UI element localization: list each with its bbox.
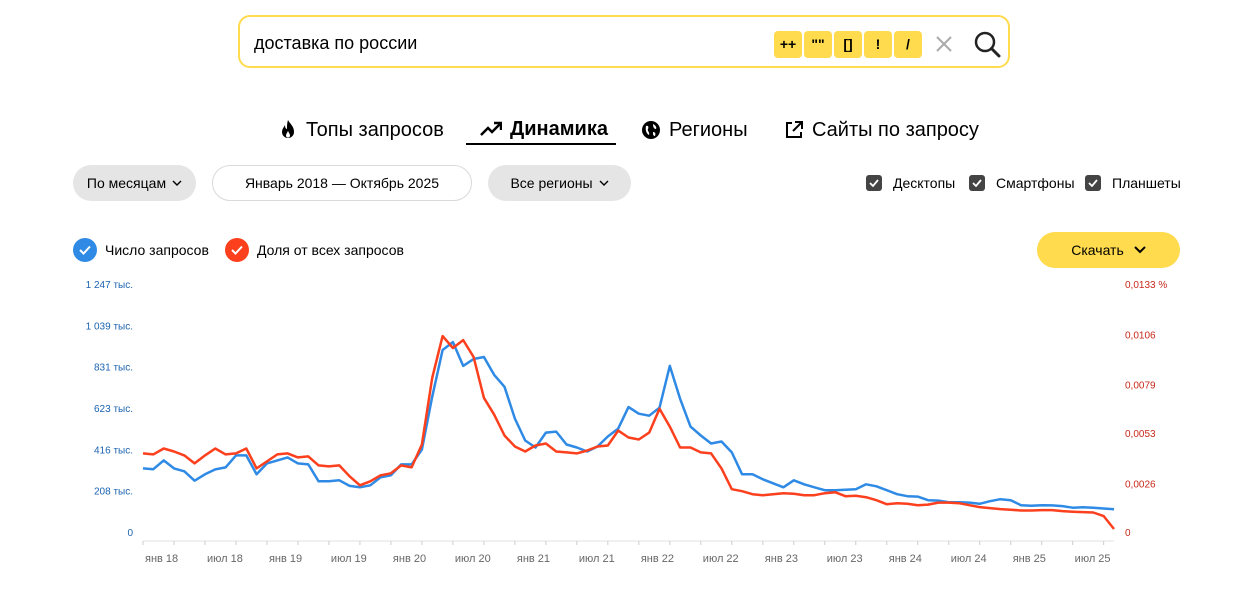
- download-label: Скачать: [1071, 242, 1124, 258]
- tab-label: Динамика: [510, 117, 608, 140]
- tab-label: Сайты по запросу: [812, 118, 979, 141]
- search-icon[interactable]: [973, 30, 1001, 58]
- x-tick-label: янв 18: [145, 553, 178, 565]
- x-tick-label: июл 22: [703, 553, 739, 565]
- legend-share-toggle[interactable]: Доля от всех запросов: [225, 237, 404, 263]
- download-button[interactable]: Скачать: [1037, 232, 1180, 268]
- regions-select[interactable]: Все регионы: [488, 165, 631, 201]
- x-tick-label: янв 23: [765, 553, 798, 565]
- tab-dynamics[interactable]: Динамика: [466, 115, 616, 145]
- x-tick-label: июл 20: [455, 553, 491, 565]
- y-right-tick-label: 0,0026: [1125, 480, 1156, 491]
- y-left-tick-label: 1 039 тыс.: [86, 321, 133, 332]
- y-left-tick-label: 0: [127, 528, 133, 539]
- chevron-down-icon: [599, 180, 609, 186]
- smartphones-checkbox[interactable]: Смартфоны: [969, 174, 1075, 192]
- operator-plus-button[interactable]: ++: [774, 31, 802, 58]
- x-tick-label: янв 21: [517, 553, 550, 565]
- operator-exclamation-button[interactable]: !: [864, 31, 892, 58]
- regions-label: Все регионы: [510, 175, 593, 191]
- x-tick-label: июл 18: [207, 553, 243, 565]
- checkbox-label: Десктопы: [893, 175, 956, 191]
- operator-brackets-button[interactable]: []: [834, 31, 862, 58]
- external-link-icon: [786, 121, 803, 138]
- desktop-checkbox[interactable]: Десктопы: [866, 174, 955, 192]
- tab-label: Регионы: [669, 118, 748, 141]
- period-label: По месяцам: [86, 175, 167, 191]
- tab-sites[interactable]: Сайты по запросу: [784, 115, 979, 145]
- legend-count-toggle[interactable]: Число запросов: [73, 237, 209, 263]
- x-tick-label: янв 22: [641, 553, 674, 565]
- y-right-tick-label: 0,0106: [1125, 330, 1156, 341]
- date-range-label: Январь 2018 — Октябрь 2025: [244, 175, 440, 191]
- tablets-checkbox[interactable]: Планшеты: [1085, 174, 1181, 192]
- tab-top-queries[interactable]: Топы запросов: [278, 115, 444, 145]
- legend-label: Доля от всех запросов: [257, 242, 404, 258]
- tab-regions[interactable]: Регионы: [641, 115, 748, 145]
- x-tick-label: июл 19: [331, 553, 367, 565]
- checkmark-icon: [73, 238, 97, 262]
- series-count-line[interactable]: [142, 340, 1115, 511]
- y-left-tick-label: 831 тыс.: [94, 363, 133, 374]
- globe-icon: [642, 121, 660, 139]
- x-tick-label: июл 23: [827, 553, 863, 565]
- y-left-tick-label: 623 тыс.: [94, 404, 133, 415]
- search-input[interactable]: [252, 27, 756, 59]
- x-tick-label: янв 25: [1013, 553, 1046, 565]
- x-tick-label: июл 24: [951, 553, 987, 565]
- fire-icon: [282, 120, 294, 138]
- dynamics-chart: 0 208 тыс. 416 тыс. 623 тыс. 831 тыс. 1 039 т…: [86, 280, 1168, 565]
- y-left-tick-label: 208 тыс.: [94, 487, 133, 498]
- series-share-line[interactable]: [142, 334, 1115, 530]
- x-tick-label: янв 19: [269, 553, 302, 565]
- y-left-tick-label: 416 тыс.: [94, 445, 133, 456]
- y-left-tick-label: 1 247 тыс.: [86, 280, 133, 291]
- operator-slash-button[interactable]: /: [894, 31, 922, 58]
- period-select[interactable]: По месяцам: [73, 165, 196, 201]
- search-box: ++ "" [] ! /: [238, 15, 1010, 68]
- legend-label: Число запросов: [105, 242, 209, 258]
- y-right-tick-label: 0: [1125, 528, 1131, 539]
- y-right-tick-label: 0,0079: [1125, 381, 1156, 392]
- chevron-down-icon: [172, 180, 182, 186]
- checkmark-icon: [1085, 175, 1101, 191]
- checkbox-label: Планшеты: [1112, 175, 1181, 191]
- date-range-picker[interactable]: Январь 2018 — Октябрь 2025: [212, 165, 472, 201]
- trend-icon: [480, 121, 502, 136]
- checkmark-icon: [225, 238, 249, 262]
- checkbox-label: Смартфоны: [996, 175, 1075, 191]
- operator-quotes-button[interactable]: "": [804, 31, 832, 58]
- checkmark-icon: [969, 175, 985, 191]
- x-tick-label: янв 20: [393, 553, 426, 565]
- y-right-tick-label: 0,0053: [1125, 429, 1156, 440]
- chevron-down-icon: [1134, 246, 1146, 254]
- y-right-tick-label: 0,0133 %: [1125, 280, 1167, 291]
- close-icon[interactable]: [934, 34, 954, 54]
- checkmark-icon: [866, 175, 882, 191]
- x-tick-label: июл 25: [1075, 553, 1111, 565]
- x-tick-label: июл 21: [579, 553, 615, 565]
- tab-label: Топы запросов: [306, 118, 444, 141]
- x-tick-label: янв 24: [889, 553, 922, 565]
